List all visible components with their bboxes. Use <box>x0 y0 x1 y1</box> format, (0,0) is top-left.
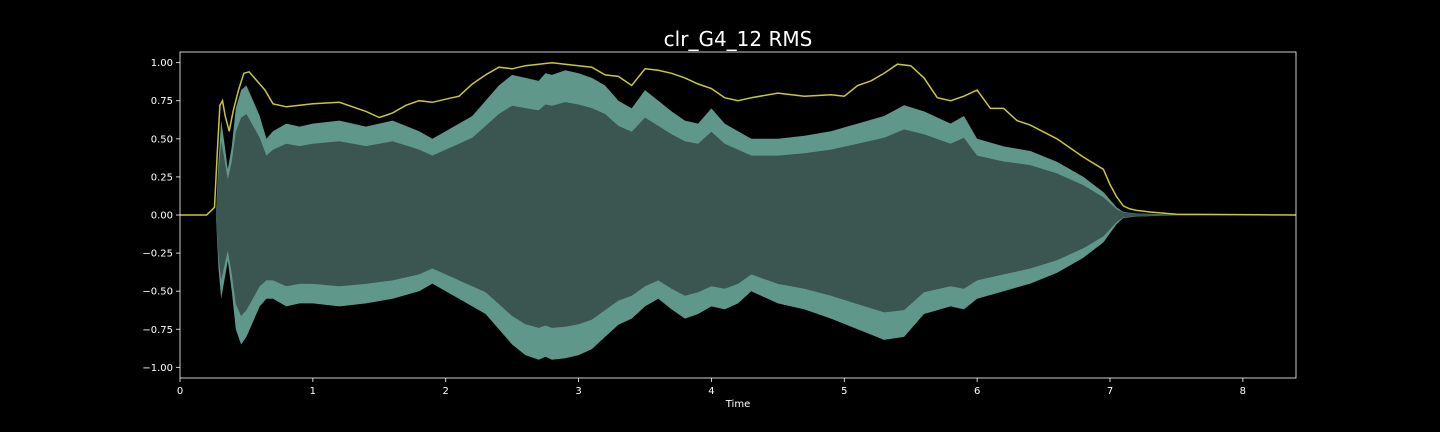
y-axis: 1.00 0.75 0.50 0.25 0.00 −0.25 −0.50 −0.75 −1.00 <box>142 58 180 374</box>
y-tick-label: −0.50 <box>142 287 173 298</box>
x-tick-label: 4 <box>708 386 714 397</box>
x-tick-label: 0 <box>177 386 183 397</box>
y-tick-label: 0.75 <box>151 96 173 107</box>
waveform-core <box>180 102 1296 328</box>
y-tick-label: −0.25 <box>142 249 173 260</box>
y-tick-label: 0.50 <box>151 134 173 145</box>
x-tick-label: 6 <box>974 386 980 397</box>
plot-frame <box>179 51 1297 379</box>
y-tick-label: 0.00 <box>151 211 173 222</box>
y-tick-label: 1.00 <box>151 58 173 69</box>
x-tick-label: 3 <box>575 386 581 397</box>
x-tick-label: 1 <box>310 386 316 397</box>
x-tick-label: 2 <box>443 386 449 397</box>
y-tick-label: 0.25 <box>151 172 173 183</box>
x-axis-label: Time <box>725 399 750 410</box>
rms-line <box>180 61 1297 216</box>
x-tick-label: 5 <box>841 386 847 397</box>
x-tick-label: 8 <box>1240 386 1246 397</box>
x-axis: 0 1 2 3 4 5 6 7 8 <box>177 378 1246 397</box>
x-tick-label: 7 <box>1107 386 1113 397</box>
plot-area <box>180 61 1297 360</box>
chart-title: clr_G4_12 RMS <box>664 27 813 51</box>
y-tick-label: −0.75 <box>142 325 173 336</box>
y-tick-label: −1.00 <box>142 363 173 374</box>
